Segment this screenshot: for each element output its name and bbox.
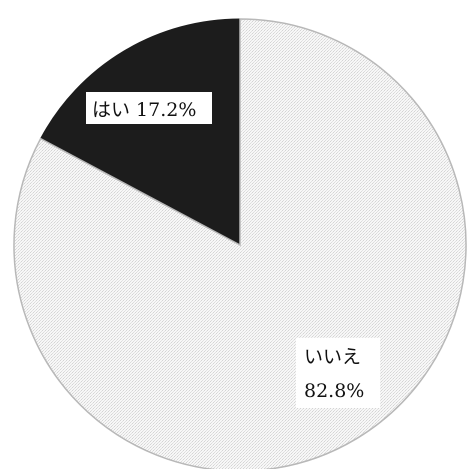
- slice-label-hai: はい 17.2%: [86, 92, 212, 124]
- slice-label-hai-box: [86, 92, 212, 124]
- pie-slice-hai: [39, 18, 241, 246]
- slice-label-iie-box: [296, 338, 380, 408]
- slice-label-hai-line-1: はい 17.2%: [92, 99, 196, 121]
- pie-slices: [13, 18, 467, 469]
- slice-label-iie: いいえ 82.8%: [296, 338, 380, 408]
- slice-label-iie-line-1: いいえ: [304, 346, 361, 368]
- pie-labels: はい 17.2% いいえ 82.8%: [86, 92, 380, 408]
- slice-label-iie-line-2: 82.8%: [304, 380, 364, 402]
